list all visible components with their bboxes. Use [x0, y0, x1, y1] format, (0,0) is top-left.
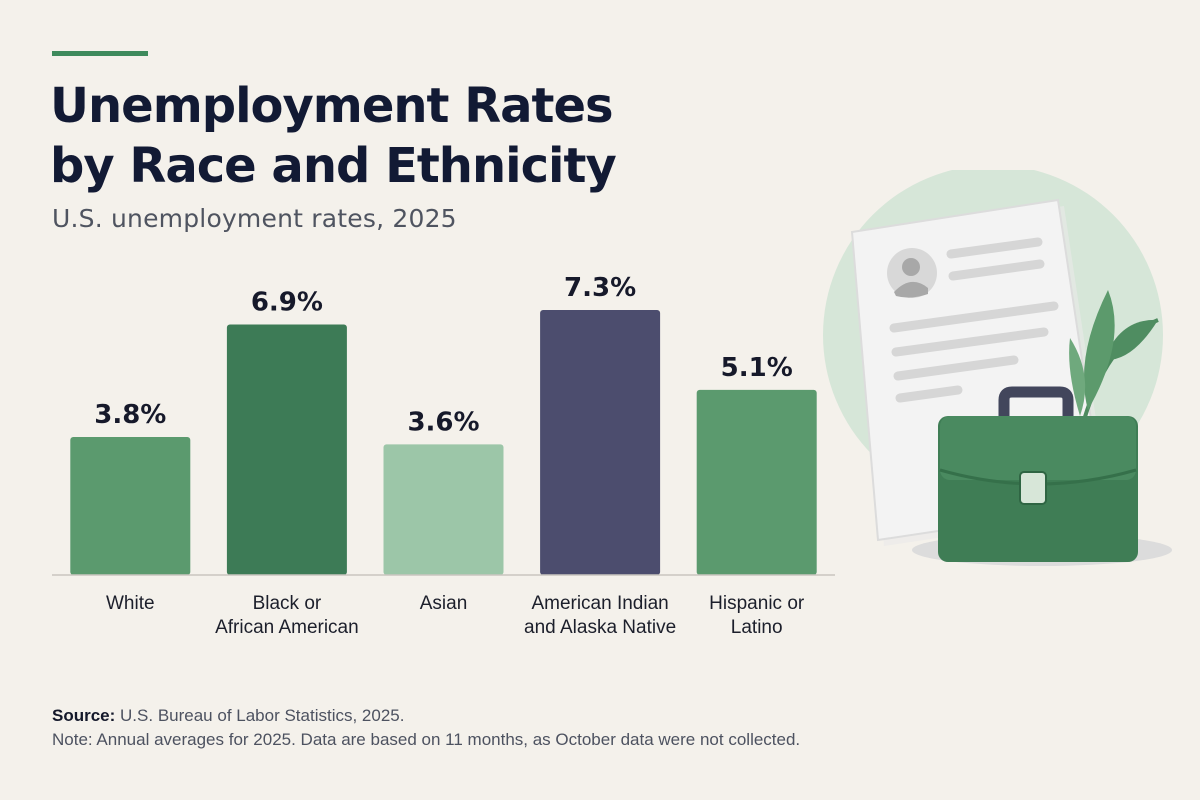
category-label-1-line-0: Black or — [253, 593, 322, 614]
category-label-4-line-1: Latino — [731, 617, 783, 638]
job-illustration — [823, 170, 1172, 566]
leaf-plant-icon — [1069, 290, 1159, 421]
page-subtitle: U.S. unemployment rates, 2025 — [52, 204, 457, 233]
category-label-1-line-1: African American — [215, 617, 359, 638]
bar-3 — [540, 310, 661, 575]
bar-value-label-2: 3.6% — [407, 407, 479, 437]
category-label-3-line-1: and Alaska Native — [524, 617, 676, 638]
title-line-2: by Race and Ethnicity — [50, 138, 617, 194]
note-text: Note: Annual averages for 2025. Data are… — [52, 730, 801, 749]
bar-value-label-3: 7.3% — [564, 273, 636, 303]
category-label-3-line-0: American Indian — [531, 593, 668, 614]
briefcase-icon — [938, 386, 1138, 562]
category-label-0-line-0: White — [106, 593, 155, 614]
bar-value-label-0: 3.8% — [94, 400, 166, 430]
source-label: Source: — [52, 706, 116, 725]
source-line: Source: U.S. Bureau of Labor Statistics,… — [52, 704, 800, 728]
bar-4 — [696, 389, 817, 575]
source-text: U.S. Bureau of Labor Statistics, 2025. — [120, 706, 405, 725]
bar-value-label-1: 6.9% — [251, 288, 323, 318]
bar-2 — [383, 444, 504, 575]
title-line-1: Unemployment Rates — [50, 78, 614, 134]
category-label-4-line-0: Hispanic or — [709, 593, 805, 614]
bar-chart: 3.8% White 6.9% Black or African American 3.6… — [52, 273, 835, 638]
chart-footer: Source: U.S. Bureau of Labor Statistics,… — [52, 704, 800, 752]
category-label-2-line-0: Asian — [420, 593, 468, 614]
bar-1 — [226, 324, 347, 575]
page-title: Unemployment Rates by Race and Ethnicity — [50, 76, 770, 196]
bar-0 — [70, 437, 191, 575]
bar-value-label-4: 5.1% — [721, 353, 793, 383]
title-accent-line — [52, 51, 148, 56]
